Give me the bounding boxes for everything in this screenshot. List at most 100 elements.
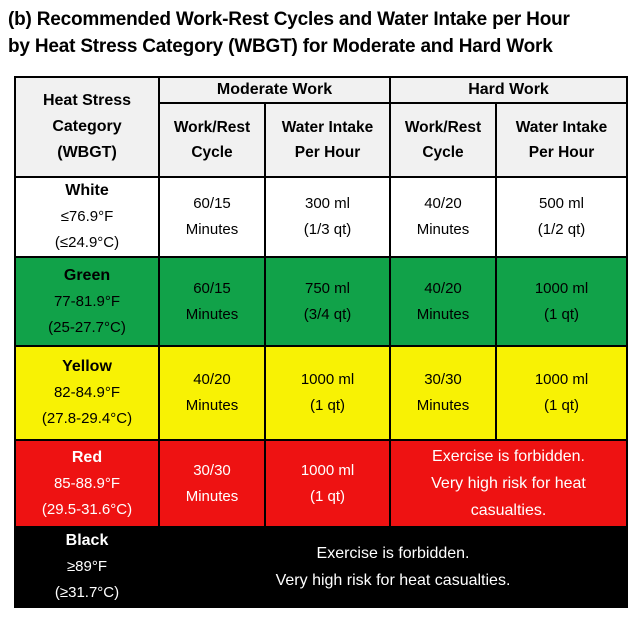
text-line: Minutes bbox=[416, 221, 470, 239]
category-cell-white: White ≤76.9°F (≤24.9°C) bbox=[14, 176, 160, 259]
table-row-green: Green 77-81.9°F (25-27.7°C) 60/15 Minutes 750… bbox=[14, 256, 629, 348]
text-line: Cycle bbox=[191, 144, 233, 162]
text-line: (WBGT) bbox=[57, 144, 117, 162]
text-line: 300 ml bbox=[304, 195, 351, 213]
category-name: Black bbox=[65, 532, 109, 550]
message-cell-red-2: Exercise is forbidden. Very high risk for… bbox=[388, 439, 629, 529]
text-line: 40/20 bbox=[193, 371, 231, 389]
text-line: 82-84.9°F bbox=[53, 384, 121, 402]
text-line: 60/15 bbox=[193, 195, 231, 213]
group-header-row: Heat Stress Category (WBGT) Moderate Work … bbox=[14, 76, 629, 179]
text-line: ≤76.9°F bbox=[60, 208, 114, 226]
data-cell-red-1: 1000 ml (1 qt) bbox=[264, 439, 391, 529]
page-title-line-1: (b) Recommended Work-Rest Cycles and Wat… bbox=[8, 9, 570, 30]
text-line: (1 qt) bbox=[309, 397, 345, 415]
text-line: Per Hour bbox=[294, 144, 361, 162]
text-line: Heat Stress bbox=[42, 92, 132, 110]
text-line: Very high risk for heat bbox=[431, 475, 586, 493]
data-cell-green-2: 40/20 Minutes bbox=[389, 256, 497, 348]
text-line: (≤24.9°C) bbox=[54, 234, 120, 252]
table-body: White ≤76.9°F (≤24.9°C) 60/15 Minutes 300 ml (… bbox=[14, 176, 629, 609]
data-cell-yellow-0: 40/20 Minutes bbox=[158, 345, 266, 442]
text-line: 1000 ml bbox=[534, 279, 589, 297]
text-line: casualties. bbox=[470, 502, 547, 520]
data-cell-yellow-1: 1000 ml (1 qt) bbox=[264, 345, 391, 442]
text-line: (≥31.7°C) bbox=[54, 584, 120, 602]
text-line: 77-81.9°F bbox=[53, 292, 121, 310]
text-line: Minutes bbox=[185, 397, 239, 415]
text-line: Minutes bbox=[185, 305, 239, 323]
data-cell-yellow-2: 30/30 Minutes bbox=[389, 345, 497, 442]
data-cell-green-0: 60/15 Minutes bbox=[158, 256, 266, 348]
text-line: 85-88.9°F bbox=[53, 474, 121, 492]
subheader-hard-water-intake: Water Intake Per Hour bbox=[494, 102, 629, 179]
text-line: 1000 ml bbox=[534, 371, 589, 389]
text-line: 1000 ml bbox=[300, 461, 355, 479]
text-line: 750 ml bbox=[304, 279, 351, 297]
category-name: Red bbox=[71, 448, 103, 466]
text-line: (27.8-29.4°C) bbox=[41, 410, 133, 428]
text-line: Water Intake bbox=[281, 119, 374, 137]
text-line: Exercise is forbidden. bbox=[432, 448, 585, 466]
text-line: Water Intake bbox=[515, 119, 608, 137]
table-header: Heat Stress Category (WBGT) Moderate Work … bbox=[14, 76, 629, 179]
text-line: Minutes bbox=[416, 305, 470, 323]
text-line: Per Hour bbox=[528, 144, 595, 162]
heat-stress-table: Heat Stress Category (WBGT) Moderate Work … bbox=[14, 76, 629, 609]
data-cell-white-0: 60/15 Minutes bbox=[158, 176, 266, 259]
category-name: Yellow bbox=[62, 358, 112, 376]
text-line: Minutes bbox=[185, 487, 239, 505]
category-name: Green bbox=[63, 266, 111, 284]
text-line: Work/Rest bbox=[173, 119, 251, 137]
text-line: (29.5-31.6°C) bbox=[41, 500, 133, 518]
message-cell-black-0: Exercise is forbidden. Very high risk for… bbox=[157, 526, 629, 609]
data-cell-white-2: 40/20 Minutes bbox=[389, 176, 497, 259]
table-row-yellow: Yellow 82-84.9°F (27.8-29.4°C) 40/20 Minutes… bbox=[14, 345, 629, 442]
text-line: ≥89°F bbox=[66, 558, 108, 576]
text-line: Minutes bbox=[416, 397, 470, 415]
text-line: Exercise is forbidden. bbox=[316, 545, 470, 563]
text-line: 40/20 bbox=[424, 195, 462, 213]
category-cell-yellow: Yellow 82-84.9°F (27.8-29.4°C) bbox=[14, 345, 160, 442]
text-line: (25-27.7°C) bbox=[48, 318, 126, 336]
data-cell-green-1: 750 ml (3/4 qt) bbox=[264, 256, 391, 348]
data-cell-yellow-3: 1000 ml (1 qt) bbox=[494, 345, 629, 442]
text-line: 500 ml bbox=[538, 195, 585, 213]
text-line: 1000 ml bbox=[300, 371, 355, 389]
table-row-white: White ≤76.9°F (≤24.9°C) 60/15 Minutes 300 ml (… bbox=[14, 176, 629, 259]
text-line: Very high risk for heat casualties. bbox=[275, 572, 511, 590]
page-title: (b) Recommended Work-Rest Cycles and Wat… bbox=[0, 0, 640, 60]
text-line: 30/30 bbox=[193, 461, 231, 479]
subheader-moderate-work-rest-cycle: Work/Rest Cycle bbox=[158, 102, 266, 179]
category-name: White bbox=[65, 182, 109, 200]
text-line: (1 qt) bbox=[544, 305, 580, 323]
text-line: (1/2 qt) bbox=[537, 221, 586, 239]
table-row-black: Black ≥89°F (≥31.7°C) Exercise is forbidden… bbox=[14, 526, 629, 609]
category-cell-red: Red 85-88.9°F (29.5-31.6°C) bbox=[14, 439, 160, 529]
text-line: 60/15 bbox=[193, 279, 231, 297]
data-cell-white-3: 500 ml (1/2 qt) bbox=[494, 176, 629, 259]
page-title-line-2: by Heat Stress Category (WBGT) for Moder… bbox=[8, 35, 553, 57]
data-cell-red-0: 30/30 Minutes bbox=[158, 439, 266, 529]
text-line: (1 qt) bbox=[544, 397, 580, 415]
group-header-moderate-work: Moderate Work bbox=[158, 76, 391, 105]
group-header-hard-work: Hard Work bbox=[388, 76, 629, 105]
sub-header-row: Work/Rest Cycle Water Intake Per Hour Work… bbox=[15, 102, 629, 179]
text-line: (1 qt) bbox=[309, 487, 345, 505]
data-cell-green-3: 1000 ml (1 qt) bbox=[494, 256, 629, 348]
text-line: Category bbox=[52, 118, 122, 136]
text-line: 40/20 bbox=[424, 279, 462, 297]
text-line: 30/30 bbox=[424, 371, 462, 389]
text-line: Minutes bbox=[185, 221, 239, 239]
text-line: (1/3 qt) bbox=[303, 221, 352, 239]
subheader-hard-work-rest-cycle: Work/Rest Cycle bbox=[389, 102, 497, 179]
subheader-moderate-water-intake: Water Intake Per Hour bbox=[264, 102, 391, 179]
text-line: (3/4 qt) bbox=[303, 305, 352, 323]
category-cell-green: Green 77-81.9°F (25-27.7°C) bbox=[14, 256, 160, 348]
table-row-red: Red 85-88.9°F (29.5-31.6°C) 30/30 Minutes 100… bbox=[14, 439, 629, 529]
category-cell-black: Black ≥89°F (≥31.7°C) bbox=[14, 526, 160, 609]
text-line: Cycle bbox=[422, 144, 464, 162]
data-cell-white-1: 300 ml (1/3 qt) bbox=[264, 176, 391, 259]
corner-header-heat-stress-category: Heat Stress Category (WBGT) bbox=[14, 76, 160, 179]
